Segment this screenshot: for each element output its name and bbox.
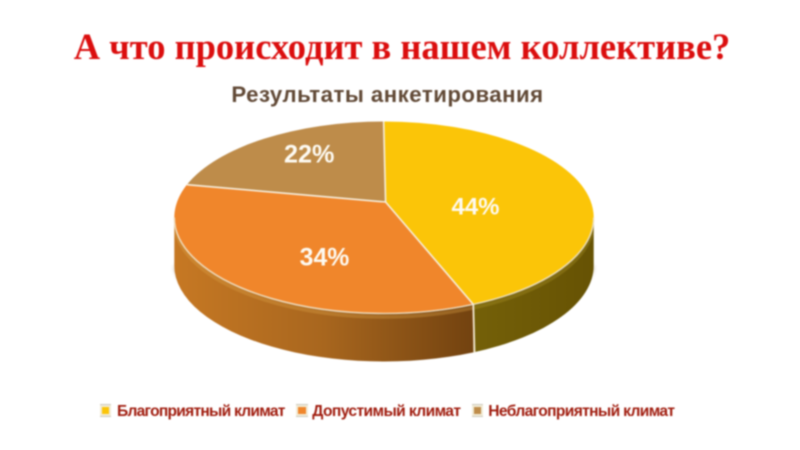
svg-text:22%: 22% <box>284 141 334 169</box>
svg-text:44%: 44% <box>451 194 499 221</box>
svg-text:34%: 34% <box>300 244 350 271</box>
